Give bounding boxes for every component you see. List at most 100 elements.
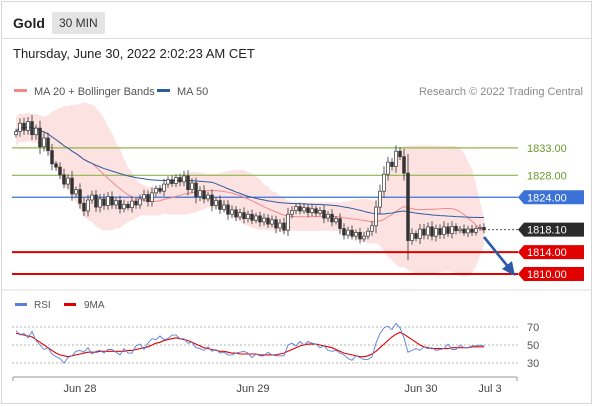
- candle: [166, 176, 170, 188]
- level-label-1: 1828.00: [527, 170, 567, 182]
- candle-body-up: [290, 210, 294, 215]
- candle: [414, 230, 418, 242]
- candle-body-down: [70, 177, 74, 195]
- candle: [170, 175, 174, 187]
- candle-body-up: [326, 213, 330, 219]
- candle: [242, 207, 246, 224]
- candle-body-down: [482, 227, 486, 230]
- x-label-jun29: Jun 29: [236, 383, 269, 395]
- candle-body-up: [66, 177, 70, 185]
- rsi-level-label-30: 30: [527, 358, 539, 370]
- candle: [122, 199, 126, 213]
- candle-body-up: [122, 204, 126, 210]
- candle-body-down: [414, 233, 418, 239]
- candle: [398, 147, 402, 160]
- candle: [378, 184, 382, 214]
- level-label-0: 1833.00: [527, 143, 567, 155]
- candle-body-down: [398, 150, 402, 158]
- candle: [434, 224, 438, 242]
- candle: [34, 124, 38, 140]
- level-label-2: 1824.00: [527, 192, 567, 204]
- candle-body-up: [426, 226, 430, 236]
- candle: [178, 173, 182, 187]
- candle-body-down: [274, 219, 278, 229]
- candle: [142, 189, 146, 202]
- ma9-legend-swatch: [64, 303, 76, 306]
- candle-body-up: [434, 228, 438, 237]
- rsi-level-label-70: 70: [527, 322, 539, 334]
- candle-body-down: [350, 229, 354, 237]
- candle: [70, 170, 74, 201]
- candle: [74, 186, 78, 198]
- candle-body-down: [202, 190, 206, 200]
- candle-body-down: [342, 228, 346, 236]
- candle-body-down: [30, 121, 34, 136]
- candle: [238, 208, 242, 221]
- x-label-jun30: Jun 30: [404, 383, 437, 395]
- candle: [366, 227, 370, 240]
- candle-body-up: [270, 219, 274, 225]
- levels-layer: [12, 147, 518, 276]
- candle-body-up: [34, 127, 38, 136]
- candle-body-down: [422, 228, 426, 236]
- candle: [294, 203, 298, 215]
- candle-body-up: [334, 218, 338, 223]
- candle: [126, 201, 130, 211]
- level-tag-2: [518, 190, 584, 205]
- candle-body-down: [118, 200, 122, 210]
- candle: [138, 194, 142, 209]
- candle: [98, 194, 102, 213]
- candle: [394, 145, 398, 173]
- candle: [246, 210, 250, 223]
- candle: [162, 178, 166, 197]
- candle: [346, 226, 350, 239]
- candle: [222, 200, 226, 213]
- candle: [190, 178, 194, 194]
- candle: [154, 185, 158, 197]
- candle-body-up: [190, 182, 194, 190]
- candle-body-up: [362, 235, 366, 240]
- candle: [234, 206, 238, 222]
- level-tag-4: [518, 267, 584, 282]
- candle-body-up: [346, 229, 350, 236]
- candle-body-up: [478, 227, 482, 229]
- candle: [322, 204, 326, 224]
- candle: [202, 184, 206, 204]
- candle-body-up: [310, 208, 314, 213]
- timeframe-badge[interactable]: 30 MIN: [52, 12, 105, 34]
- candle-body-up: [74, 189, 78, 195]
- forecast-arrow-shaft: [482, 236, 511, 269]
- candle: [218, 195, 222, 214]
- candle-body-up: [230, 209, 234, 215]
- candle-body-down: [58, 166, 62, 176]
- instrument-title: Gold: [13, 15, 45, 31]
- candle: [54, 161, 58, 171]
- candle-body-up: [246, 213, 250, 219]
- candle: [174, 174, 178, 187]
- candle-body-up: [130, 200, 134, 209]
- candle-body-down: [50, 150, 54, 165]
- candle-body-down: [390, 161, 394, 167]
- candle-body-down: [22, 122, 26, 131]
- candle-body-up: [86, 199, 90, 212]
- current-price-tag: [518, 222, 584, 237]
- candle: [78, 183, 82, 209]
- candle: [14, 128, 18, 138]
- ma50-legend-swatch: [157, 89, 170, 92]
- candle-body-up: [150, 192, 154, 202]
- candle: [210, 189, 214, 212]
- candle-body-up: [182, 175, 186, 183]
- candle: [350, 225, 354, 240]
- candle: [458, 225, 462, 234]
- candle: [30, 115, 34, 140]
- candle-body-down: [314, 208, 318, 214]
- candle: [270, 215, 274, 228]
- candle-body-down: [358, 232, 362, 240]
- candle: [226, 200, 230, 220]
- candle-body-up: [382, 173, 386, 192]
- candle-body-up: [154, 188, 158, 194]
- candle-body-down: [226, 204, 230, 215]
- moving-average-layer: [15, 126, 485, 232]
- candle-body-down: [186, 175, 190, 190]
- candle-body-down: [242, 212, 246, 219]
